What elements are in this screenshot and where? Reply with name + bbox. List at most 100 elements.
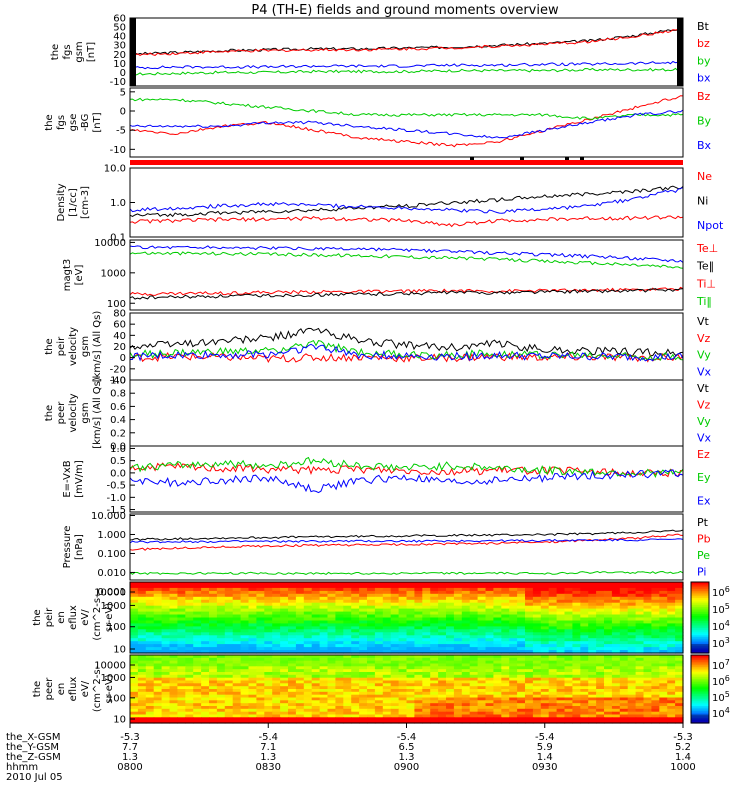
heatmap-cell (359, 587, 368, 592)
heatmap-cell (145, 720, 155, 724)
heatmap-cell (517, 666, 526, 670)
heatmap-cell (343, 657, 352, 662)
heatmap-cell (224, 587, 234, 592)
heatmap-cell (469, 672, 479, 676)
heatmap-cell (540, 596, 550, 601)
heatmap-cell (430, 708, 439, 713)
heatmap-cell (295, 629, 305, 633)
heatmap-cell (469, 711, 479, 716)
colorbar-segment (691, 601, 709, 604)
heatmap-cell (177, 672, 186, 676)
x-row-value: 1.3 (399, 752, 415, 763)
heatmap-cell (619, 585, 629, 589)
heatmap-cell (635, 602, 645, 607)
heatmap-cell (311, 689, 321, 693)
heatmap-cell (335, 626, 344, 630)
heatmap-cell (643, 708, 652, 713)
heatmap-cell (572, 720, 581, 724)
heatmap-cell (485, 611, 494, 616)
heatmap-cell (303, 711, 313, 716)
heatmap-cell (209, 677, 218, 682)
heatmap-cell (382, 706, 392, 710)
heatmap-cell (232, 717, 242, 721)
heatmap-cell (446, 657, 455, 662)
y-tick-label: 0.1 (110, 233, 126, 244)
heatmap-cell (209, 683, 218, 687)
heatmap-cell (374, 632, 384, 636)
heatmap-cell (588, 647, 597, 651)
heatmap-cell (248, 706, 257, 710)
heatmap-cell (224, 608, 234, 613)
heatmap-cell (319, 602, 329, 607)
heatmap-cell (367, 714, 376, 718)
heatmap-cell (588, 714, 597, 718)
heatmap-cell (532, 585, 542, 589)
heatmap-cell (319, 717, 329, 721)
heatmap-cell (232, 644, 242, 648)
heatmap-cell (272, 706, 281, 710)
heatmap-cell (137, 683, 147, 687)
heatmap-cell (161, 596, 171, 601)
heatmap-cell (343, 602, 352, 607)
heatmap-cell (588, 620, 597, 625)
heatmap-cell (556, 647, 566, 651)
heatmap-cell (193, 608, 202, 613)
panel-frame (129, 581, 684, 654)
heatmap-cell (532, 647, 542, 651)
heatmap-cell (398, 711, 408, 716)
heatmap-cell (288, 605, 297, 610)
heatmap-cell (201, 617, 210, 622)
heatmap-cell (161, 641, 171, 645)
heatmap-cell (659, 683, 668, 687)
heatmap-cell (264, 714, 273, 718)
heatmap-cell (335, 683, 344, 687)
heatmap-cell (359, 593, 368, 598)
heatmap-cell (209, 641, 218, 645)
heatmap-cell (525, 657, 534, 662)
heatmap-cell (137, 638, 147, 642)
heatmap-cell (232, 706, 242, 710)
heatmap-cell (659, 650, 668, 654)
heatmap-cell (398, 700, 408, 704)
heatmap-cell (430, 611, 439, 616)
heatmap-cell (382, 632, 392, 636)
heatmap-cell (525, 711, 534, 716)
heatmap-cell (611, 683, 621, 687)
heatmap-cell (232, 620, 242, 625)
heatmap-cell (177, 717, 186, 721)
heatmap-cell (153, 587, 163, 592)
heatmap-cell (525, 708, 534, 713)
heatmap-cell (216, 655, 226, 659)
heatmap-cell (398, 617, 408, 622)
heatmap-cell (351, 720, 360, 724)
heatmap-cell (453, 585, 463, 589)
heatmap-cell (177, 644, 186, 648)
heatmap-cell (374, 697, 384, 701)
heatmap-cell (643, 590, 652, 595)
heatmap-cell (406, 585, 415, 589)
heatmap-cell (367, 686, 376, 690)
heatmap-cell (493, 647, 502, 651)
heatmap-cell (548, 620, 558, 625)
heatmap-cell (193, 680, 202, 684)
heatmap-cell (548, 587, 558, 592)
heatmap-cell (248, 641, 257, 645)
heatmap-cell (351, 711, 360, 716)
heatmap-cell (343, 611, 352, 616)
heatmap-cell (216, 674, 226, 679)
heatmap-cell (548, 669, 558, 673)
heatmap-cell (295, 620, 305, 625)
heatmap-cell (667, 677, 676, 682)
heatmap-cell (169, 694, 178, 699)
heatmap-cell (540, 694, 550, 699)
heatmap-cell (485, 620, 494, 625)
heatmap-cell (548, 657, 558, 662)
legend-Vx: Vx (697, 432, 712, 445)
heatmap-cell (272, 623, 281, 627)
heatmap-cell (224, 663, 234, 667)
heatmap-cell (667, 683, 676, 687)
heatmap-cell (145, 708, 155, 713)
y-tick-label: 0.8 (110, 389, 126, 400)
heatmap-cell (398, 717, 408, 721)
heatmap-cell (256, 714, 265, 718)
